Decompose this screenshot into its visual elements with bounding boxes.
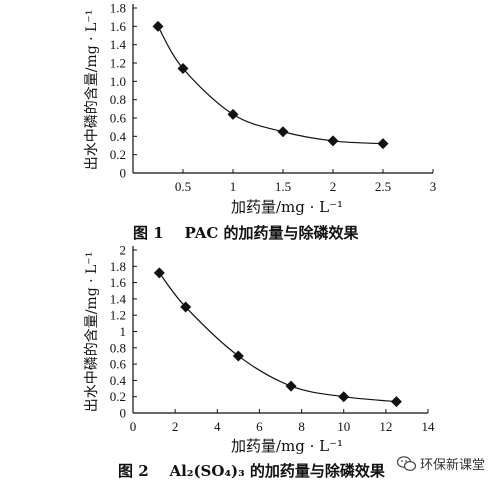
x-tick-label: 12 (379, 419, 392, 434)
y-tick-label: 0.2 (110, 389, 126, 404)
y-tick-label: 2 (120, 243, 127, 258)
watermark-text: 环保新课堂 (420, 457, 485, 473)
data-point (277, 126, 289, 138)
x-tick-label: 0.5 (175, 179, 191, 194)
data-point (377, 138, 389, 150)
chart-alum-x-ticks: 0 2 4 6 8 10 12 14 (130, 409, 435, 434)
y-tick-label: 0 (120, 166, 127, 181)
x-tick-label: 4 (214, 419, 221, 434)
data-point (180, 301, 192, 313)
x-tick-label: 8 (298, 419, 305, 434)
x-tick-label: 1.5 (275, 179, 291, 194)
data-point (338, 391, 350, 403)
chart-pac: 0 0.2 0.4 0.6 0.8 1.0 1.2 1.4 1.6 1.8 0.5 1 1.5 2 2.5… (84, 1, 436, 243)
chart-pac-x-ticks: 0.5 1 1.5 2 2.5 3 (175, 169, 436, 194)
watermark: 环保新课堂 (396, 456, 485, 473)
wechat-icon (396, 456, 417, 472)
y-tick-label: 0.6 (110, 357, 127, 372)
chart-pac-fit-curve (157, 26, 384, 145)
data-point (153, 267, 165, 279)
y-tick-label: 0.8 (110, 340, 126, 355)
y-tick-label: 1.0 (110, 74, 126, 89)
chart-pac-y-ticks: 0 0.2 0.4 0.6 0.8 1.0 1.2 1.4 1.6 1.8 (110, 1, 137, 181)
x-tick-label: 2 (172, 419, 179, 434)
chart-alum-axes (132, 246, 428, 414)
y-tick-label: 1.4 (110, 37, 127, 52)
data-point (232, 350, 244, 362)
y-tick-label: 1.8 (110, 1, 126, 16)
data-point (390, 396, 402, 408)
chart-alum-x-axis-label: 加药量/mg · L⁻¹ (231, 437, 343, 455)
x-tick-label: 3 (430, 179, 437, 194)
x-tick-label: 10 (337, 419, 350, 434)
y-tick-label: 0.2 (110, 147, 126, 162)
y-tick-label: 1 (120, 324, 127, 339)
data-point (285, 380, 297, 392)
x-tick-label: 14 (422, 419, 436, 434)
chart-pac-axes (132, 4, 433, 174)
x-tick-label: 2 (330, 179, 337, 194)
chart-alum-y-axis-label: 出水中磷的含量/mg · L⁻¹ (84, 252, 100, 413)
y-tick-label: 1.4 (110, 291, 127, 306)
chart-alum-fit-curve (158, 272, 397, 403)
chart-alum-caption: 图 2 Al₂(SO₄)₃ 的加药量与除磷效果 (118, 462, 386, 480)
x-tick-label: 6 (256, 419, 263, 434)
chart-pac-x-axis-label: 加药量/mg · L⁻¹ (231, 198, 343, 216)
chart-alum-y-ticks: 0 0.20.40.6 0.811.2 1.41.61.82 (110, 243, 137, 421)
chart-pac-y-axis-label: 出水中磷的含量/mg · L⁻¹ (84, 10, 100, 171)
y-tick-label: 0 (120, 406, 127, 421)
y-tick-label: 1.8 (110, 259, 126, 274)
y-tick-label: 0.4 (110, 129, 127, 144)
data-point (227, 108, 239, 120)
y-tick-label: 0.4 (110, 373, 127, 388)
y-tick-label: 0.8 (110, 92, 126, 107)
chart-aluminum-sulfate: 00.20.40.60.811.21.41.61.82 0 2 4 6 8 10 12 14 … (84, 243, 435, 481)
y-tick-label: 1.6 (110, 19, 127, 34)
data-point (152, 20, 164, 32)
x-tick-label: 2.5 (375, 179, 391, 194)
y-tick-label: 0.6 (110, 111, 127, 126)
y-tick-label: 1.6 (110, 275, 127, 290)
y-tick-label: 1.2 (110, 56, 126, 71)
chart-pac-points (152, 20, 389, 150)
data-point (177, 63, 189, 74)
data-point (327, 135, 339, 147)
x-tick-label: 1 (230, 179, 237, 194)
chart-alum-points (153, 267, 402, 408)
x-tick-label: 0 (130, 419, 137, 434)
chart-pac-caption: 图 1 PAC 的加药量与除磷效果 (133, 224, 360, 242)
y-tick-label: 1.2 (110, 308, 126, 323)
